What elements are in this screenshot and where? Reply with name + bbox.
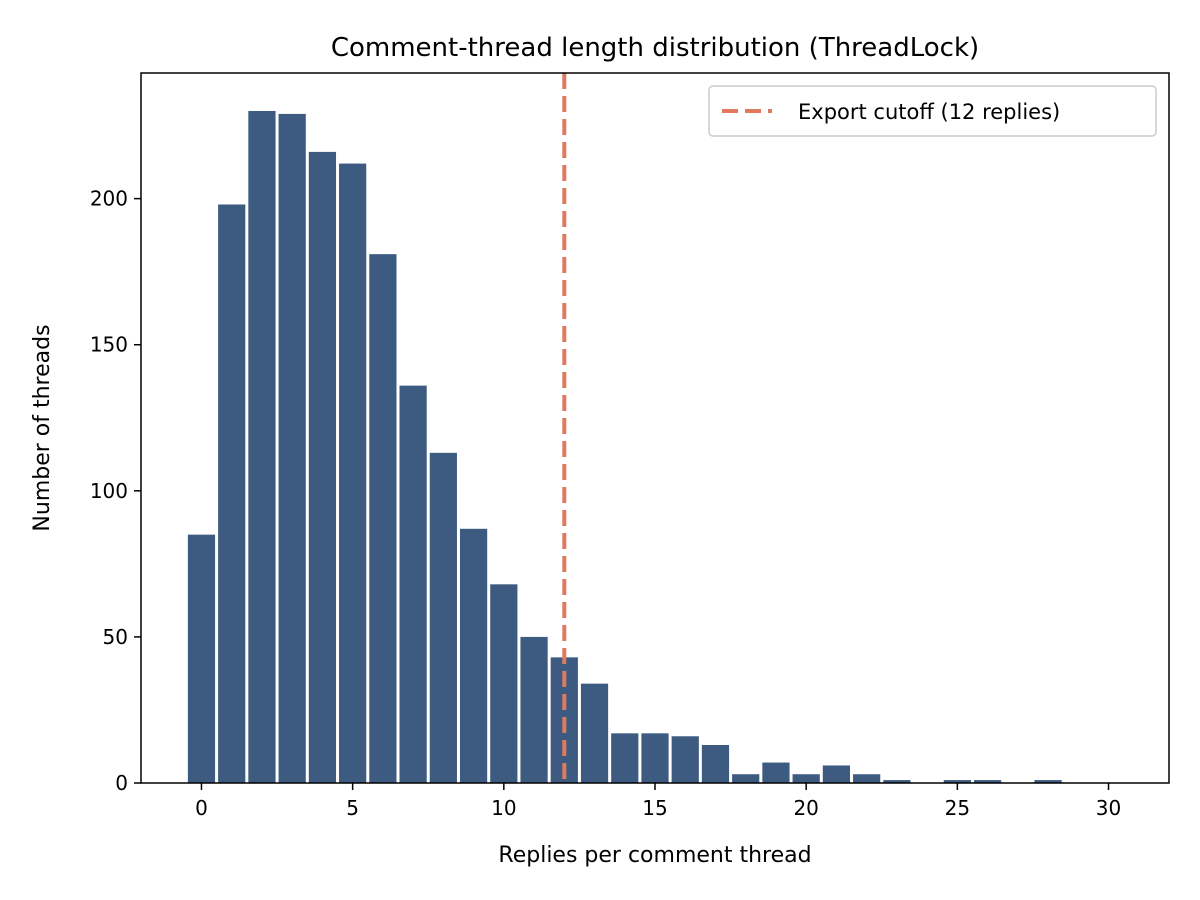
bar [490,584,518,783]
bar [399,385,427,783]
x-axis-title: Replies per comment thread [498,843,811,868]
bar [278,113,306,784]
bar [641,733,669,783]
y-axis: 0 50 100 150 200 [90,187,141,795]
bar [762,762,790,783]
x-axis: 0 5 10 15 20 25 30 [195,783,1121,820]
legend-label: Export cutoff (12 replies) [798,100,1060,124]
y-tick-label: 150 [90,333,128,357]
y-axis-title: Number of threads [30,324,55,531]
x-tick-label: 5 [346,796,359,820]
bar [792,774,820,783]
bar [369,254,397,783]
bar [1034,780,1062,783]
legend-box [708,85,1157,137]
chart-title: Comment-thread length distribution (Thre… [331,33,979,63]
bar [218,204,246,784]
bar [459,528,488,783]
bar [671,736,699,783]
bar [580,683,609,783]
bar [248,110,276,784]
bar [853,774,881,783]
x-tick-label: 0 [195,796,208,820]
x-tick-label: 20 [793,796,818,820]
bar [701,745,730,783]
bar [822,765,851,783]
plot-frame [140,72,1170,784]
y-tick-label: 0 [115,771,128,795]
bar [973,780,1002,783]
bar [520,636,548,783]
legend: Export cutoff (12 replies) [708,85,1157,137]
x-tick-label: 25 [945,796,970,820]
y-tick-label: 200 [90,187,128,211]
bars-group [187,110,1062,784]
x-tick-label: 15 [642,796,667,820]
bar [883,780,911,783]
bar [339,163,367,784]
bar [187,534,216,783]
x-tick-label: 30 [1096,796,1121,820]
bar [308,151,337,783]
x-tick-label: 10 [491,796,516,820]
bar [943,780,971,783]
y-tick-label: 100 [90,479,128,503]
y-tick-label: 50 [103,625,128,649]
bar [611,733,639,783]
bar [732,774,760,783]
bar [429,452,457,783]
